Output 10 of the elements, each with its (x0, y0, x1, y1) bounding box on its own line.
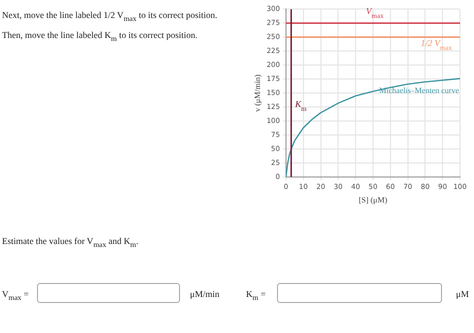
x-axis-title: [S] (μM) (358, 195, 388, 204)
text: μM (456, 289, 469, 299)
series-label: Michaelis–Menten curve (379, 86, 460, 96)
text: V$_{max}$ = (2, 289, 29, 302)
text: Estimate the values for V$_{max}$ and K$_{m}$. (2, 236, 138, 249)
text: Next, move the line labeled 1/2 V$_{max}$ to its correct position. (2, 10, 218, 23)
text: Then, move the line labeled K$_{m}$ to its correct position. (2, 30, 198, 43)
text: μM/min (190, 289, 220, 299)
y-axis-title: v (μM/min) (252, 74, 262, 112)
text: K$_{m}$ = (246, 289, 266, 302)
